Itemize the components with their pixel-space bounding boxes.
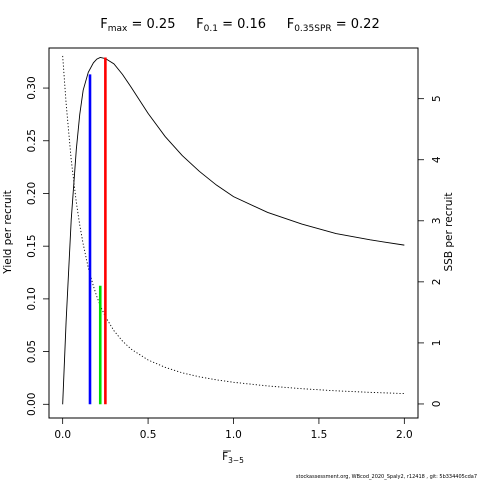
y-left-tick-label: 0.10 — [26, 287, 38, 310]
title-part-main: F — [175, 17, 203, 32]
x-label-main: F — [222, 451, 228, 463]
y-left-tick-label: 0.20 — [26, 182, 38, 205]
y-axis-right-label: SSB per recruit — [443, 193, 455, 272]
title-part-sub: 0.35SPR — [294, 24, 331, 34]
x-tick-label: 0.5 — [140, 429, 157, 441]
plot-area: 0.0 0.5 1.0 1.5 2.0 0.00 0.05 0.10 0.15 0.20 0.25 0… — [26, 47, 443, 441]
x-tick-label: 2.0 — [396, 429, 413, 441]
yield-per-recruit-line — [62, 57, 405, 405]
x-tick-label: 0.0 — [54, 429, 71, 441]
y-axis-left-label: Yield per recruit — [2, 190, 14, 274]
title-part-sub: max — [108, 24, 128, 34]
x-label-sub: 3−5 — [228, 456, 244, 465]
y-right-tick-label: 1 — [431, 340, 443, 347]
title-part-value: = 0.16 — [218, 17, 266, 32]
y-right-tick-label: 3 — [431, 217, 443, 224]
ssb-per-recruit-line — [62, 55, 405, 395]
y-right-tick-label: 2 — [431, 279, 443, 286]
x-tick-label: 1.0 — [225, 429, 242, 441]
title-text: Fmax = 0.25 F0.1 = 0.16 F0.35SPR = 0.22 — [100, 17, 379, 34]
y-right-tick-label: 0 — [431, 401, 443, 408]
x-axis-label-text: F3−5 — [222, 451, 244, 465]
y-left-tick-label: 0.00 — [26, 393, 38, 416]
y-left-tick-label: 0.30 — [26, 76, 38, 99]
y-right-tick-label: 5 — [431, 95, 443, 102]
footer-text: stockassessment.org, WBcod_2020_Spaly2, … — [296, 474, 477, 480]
title-part-sub: 0.1 — [204, 24, 218, 34]
title-part-main: F — [266, 17, 294, 32]
y-left-tick-label: 0.25 — [26, 129, 38, 152]
x-tick-label: 1.5 — [311, 429, 328, 441]
title-part-value: = 0.22 — [332, 17, 380, 32]
y-left-tick-label: 0.05 — [26, 340, 38, 363]
chart-title: Fmax = 0.25 F0.1 = 0.16 F0.35SPR = 0.22 — [100, 17, 379, 34]
title-part-value: = 0.25 — [127, 17, 175, 32]
y-right-tick-label: 4 — [431, 156, 443, 163]
y-left-tick-label: 0.15 — [26, 234, 38, 257]
x-axis-label: F3−5 — [222, 450, 244, 465]
title-part-main: F — [100, 17, 107, 32]
